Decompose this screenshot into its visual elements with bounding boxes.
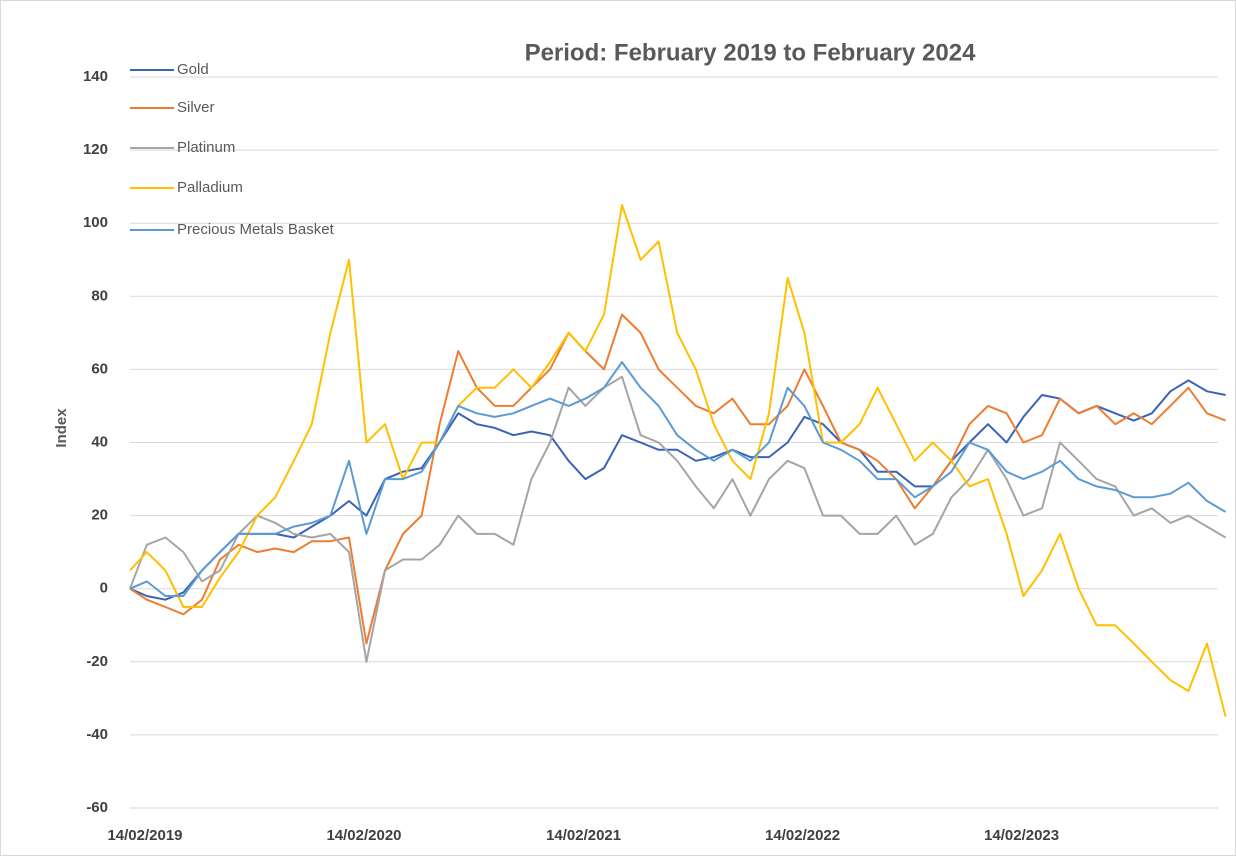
y-tick-label: -60 [86, 799, 108, 816]
series-line [129, 375, 1227, 663]
x-tick-label: 14/02/2021 [546, 827, 621, 844]
x-tick-label: 14/02/2023 [984, 827, 1059, 844]
series-line [129, 203, 1227, 717]
legend-label: Silver [177, 99, 215, 116]
legend-label: Palladium [177, 179, 243, 196]
legend-label: Platinum [177, 139, 235, 156]
legend-label: Gold [177, 61, 209, 78]
series-line [129, 361, 1227, 597]
y-tick-label: 0 [100, 580, 108, 597]
y-tick-label: 20 [91, 507, 108, 524]
y-axis-label: Index [53, 408, 70, 448]
chart-title: Period: February 2019 to February 2024 [525, 39, 977, 66]
y-tick-label: 140 [83, 68, 108, 85]
series-line [129, 313, 1226, 645]
y-tick-label: -20 [86, 653, 108, 670]
y-tick-label: 40 [91, 433, 108, 450]
y-tick-label: 60 [91, 360, 108, 377]
x-tick-label: 14/02/2019 [107, 827, 182, 844]
y-tick-label: 80 [91, 287, 108, 304]
x-tick-label: 14/02/2022 [765, 827, 840, 844]
legend-label: Precious Metals Basket [177, 221, 335, 238]
x-tick-label: 14/02/2020 [326, 827, 401, 844]
y-tick-label: 100 [83, 214, 108, 231]
series-line [129, 379, 1226, 601]
y-tick-label: -40 [86, 726, 108, 743]
y-tick-label: 120 [83, 141, 108, 158]
